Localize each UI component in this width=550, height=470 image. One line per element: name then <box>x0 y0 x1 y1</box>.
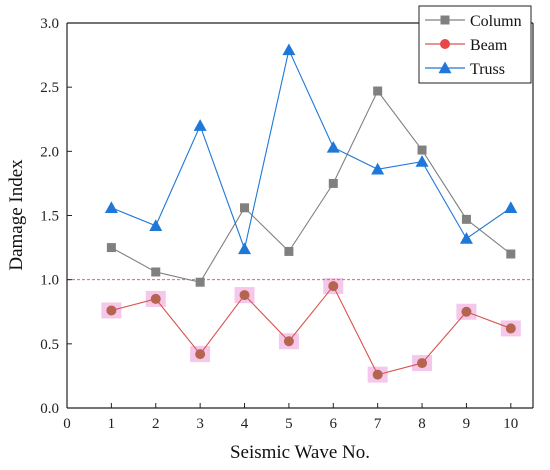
data-point-column <box>195 277 205 287</box>
data-point-truss <box>193 119 207 131</box>
series-line-truss <box>111 48 512 251</box>
series-line-beam <box>111 285 512 376</box>
legend-label: Truss <box>470 61 505 78</box>
y-tick-label: 0.5 <box>40 337 59 353</box>
data-point-truss <box>282 43 296 56</box>
x-tick-label: 4 <box>241 416 249 432</box>
data-point-beam <box>328 281 339 292</box>
x-tick-label: 2 <box>152 416 160 432</box>
data-point-beam <box>372 369 383 380</box>
series-truss <box>104 43 518 255</box>
legend-label: Beam <box>470 37 508 54</box>
data-point-truss <box>149 219 163 231</box>
data-point-truss <box>415 155 429 167</box>
legend-marker <box>438 61 452 74</box>
series-line-column <box>111 89 512 283</box>
x-tick-label: 0 <box>63 416 71 432</box>
data-point-truss <box>104 201 118 213</box>
x-tick-label: 1 <box>108 416 116 432</box>
x-tick-label: 10 <box>503 416 518 432</box>
data-point-beam <box>461 306 472 317</box>
y-tick-label: 1.0 <box>40 273 59 289</box>
x-axis-title: Seismic Wave No. <box>230 442 370 463</box>
legend-item-beam: Beam <box>425 37 508 54</box>
data-point-beam <box>239 290 250 301</box>
plot-background <box>67 23 533 408</box>
legend-item-truss: Truss <box>425 61 505 78</box>
data-point-column <box>461 214 471 224</box>
legend-item-column: Column <box>425 13 522 30</box>
y-tick-label: 2.5 <box>40 80 59 96</box>
data-point-column <box>328 178 338 188</box>
series-beam <box>106 281 516 380</box>
data-point-beam <box>283 336 294 347</box>
data-point-column <box>106 243 116 253</box>
data-point-beam <box>106 305 117 316</box>
series-layer <box>104 43 518 380</box>
y-axis-title: Damage Index <box>6 159 27 271</box>
data-point-column <box>373 86 383 96</box>
y-tick-label: 1.5 <box>40 209 59 225</box>
x-tick-label: 5 <box>285 416 293 432</box>
legend-marker <box>440 39 450 49</box>
data-point-column <box>417 145 427 155</box>
x-tick-label: 9 <box>463 416 471 432</box>
y-tick-label: 0.0 <box>40 401 59 417</box>
legend-label: Column <box>470 13 522 30</box>
y-tick-label: 3.0 <box>40 16 59 32</box>
data-point-truss <box>504 201 518 213</box>
legend: Column Beam Truss <box>418 5 532 84</box>
data-point-column <box>506 249 516 259</box>
x-tick-label: 8 <box>418 416 426 432</box>
data-point-beam <box>505 323 516 334</box>
series-column <box>106 86 516 287</box>
y-tick-label: 2.0 <box>40 144 59 160</box>
data-point-beam <box>150 293 161 304</box>
data-point-truss <box>326 140 340 153</box>
x-tick-label: 3 <box>196 416 204 432</box>
data-point-truss <box>371 162 385 175</box>
x-tick-label: 6 <box>330 416 338 432</box>
ticks-layer: 0 1 2 3 4 5 6 7 8 9 10 0.0 0.5 1.0 1.5 2.0 2.5 3.0 <box>40 16 518 432</box>
x-tick-label: 7 <box>374 416 382 432</box>
data-point-column <box>151 267 161 277</box>
data-point-truss <box>238 242 252 255</box>
data-point-beam <box>195 349 206 360</box>
data-point-column <box>240 203 250 213</box>
data-point-truss <box>459 232 473 244</box>
legend-marker <box>440 15 450 25</box>
data-point-beam <box>417 358 428 369</box>
data-point-column <box>284 246 294 256</box>
